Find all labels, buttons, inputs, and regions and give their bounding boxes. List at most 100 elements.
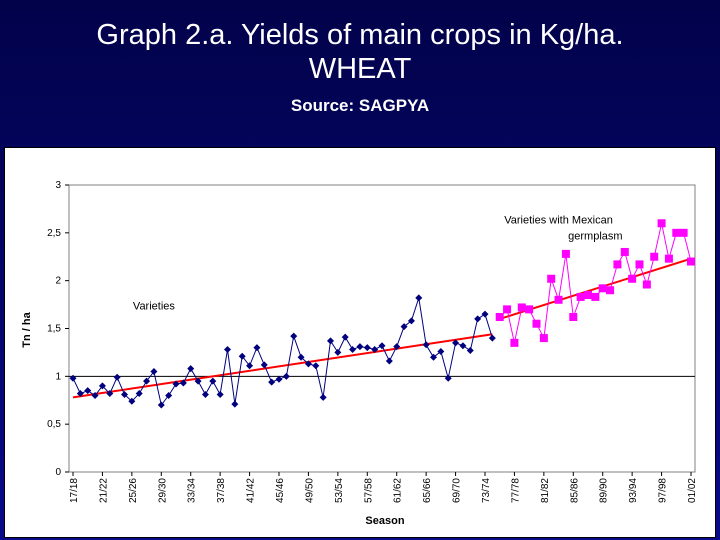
slide-source: Source: SAGPYA <box>290 96 430 115</box>
data-point-mexican <box>672 228 681 237</box>
data-point-mexican <box>628 274 637 283</box>
x-tick-label: 45/46 <box>275 478 286 503</box>
data-point-varieties <box>172 380 180 388</box>
data-point-mexican <box>606 286 615 295</box>
data-point-varieties <box>260 361 268 369</box>
data-point-varieties <box>444 374 452 382</box>
data-point-varieties <box>407 317 415 325</box>
data-point-varieties <box>304 360 312 368</box>
x-tick-label: 33/34 <box>187 478 198 503</box>
data-point-mexican <box>517 303 526 312</box>
plot-area <box>68 184 696 473</box>
series-line-1 <box>72 297 493 407</box>
data-point-varieties <box>378 342 386 350</box>
x-tick-label: 29/30 <box>157 478 168 503</box>
x-tick-label: 53/54 <box>334 478 345 503</box>
chart-frame: 0 0,5 1 1,5 2 2,5 3 17/18 21/22 25/26 29/30 33/34 3… <box>4 147 716 538</box>
data-point-varieties <box>106 390 114 398</box>
data-point-varieties <box>297 353 305 361</box>
x-tick-label: 97/98 <box>658 478 669 503</box>
x-tick-label: 77/78 <box>510 478 521 503</box>
data-point-varieties <box>135 390 143 398</box>
x-tick-label: 49/50 <box>304 478 315 503</box>
data-point-mexican <box>547 274 556 283</box>
y-axis: 0 0,5 1 1,5 2 2,5 3 <box>47 180 69 478</box>
x-tick-label: 37/38 <box>216 478 227 503</box>
data-point-varieties <box>437 347 445 355</box>
data-point-varieties <box>474 315 482 323</box>
data-point-varieties <box>69 374 77 382</box>
data-point-varieties <box>194 377 202 385</box>
y-tick-label: 1,5 <box>47 324 61 335</box>
data-point-varieties <box>488 334 496 342</box>
data-point-mexican <box>539 334 548 343</box>
data-point-mexican <box>561 249 570 258</box>
data-point-varieties <box>481 310 489 318</box>
data-point-varieties <box>371 346 379 354</box>
slide-title: Graph 2.a. Yields of main crops in Kg/ha… <box>0 18 720 86</box>
data-point-varieties <box>268 378 276 386</box>
wheat-yield-chart: 0 0,5 1 1,5 2 2,5 3 17/18 21/22 25/26 29/30 33/34 3… <box>21 180 698 527</box>
data-point-mexican <box>620 247 629 256</box>
y-axis-title: Tn / ha <box>21 311 33 347</box>
data-point-varieties <box>209 377 217 385</box>
x-tick-label: 65/66 <box>422 478 433 503</box>
data-point-mexican <box>532 319 541 328</box>
data-point-varieties <box>201 391 209 399</box>
data-point-mexican <box>576 292 585 301</box>
data-point-varieties <box>128 397 136 405</box>
y-tick-label: 0 <box>55 467 61 478</box>
x-tick-label: 41/42 <box>246 478 257 503</box>
data-point-varieties <box>282 372 290 380</box>
data-point-varieties <box>452 339 460 347</box>
data-point-mexican <box>554 295 563 304</box>
annotation-label: Varieties <box>133 300 175 312</box>
data-point-mexican <box>642 280 651 289</box>
data-point-varieties <box>216 391 224 399</box>
x-tick-label: 81/82 <box>540 478 551 503</box>
annotation-label: germplasm <box>568 231 622 243</box>
data-point-varieties <box>224 346 231 354</box>
data-point-varieties <box>76 390 84 398</box>
data-point-varieties <box>246 362 254 370</box>
data-point-varieties <box>327 337 334 345</box>
x-tick-label: 21/22 <box>98 478 109 503</box>
data-point-mexican <box>657 219 666 228</box>
data-point-varieties <box>466 347 474 355</box>
data-point-varieties <box>179 379 187 387</box>
data-point-varieties <box>385 357 393 365</box>
data-point-mexican <box>687 257 695 266</box>
data-point-varieties <box>121 391 128 399</box>
data-point-varieties <box>400 323 408 331</box>
data-point-mexican <box>569 313 578 322</box>
x-tick-label: 89/90 <box>599 478 610 503</box>
data-point-mexican <box>613 260 622 269</box>
data-point-varieties <box>349 346 357 354</box>
x-axis: 17/18 21/22 25/26 29/30 33/34 37/38 41/42 45/46… <box>69 472 698 503</box>
x-tick-label: 25/26 <box>128 478 139 503</box>
x-tick-label: 17/18 <box>69 478 80 503</box>
data-point-varieties <box>150 368 158 376</box>
data-point-varieties <box>84 387 92 395</box>
data-point-varieties <box>275 375 283 383</box>
data-point-mexican <box>679 228 688 237</box>
annotations: Varieties Varieties with Mexican germplasm <box>133 214 623 312</box>
data-point-varieties <box>430 353 437 361</box>
data-point-varieties <box>312 362 320 370</box>
y-tick-label: 3 <box>55 180 61 191</box>
slide-title-line1: Graph 2.a. Yields of main crops in Kg/ha… <box>96 19 624 51</box>
data-point-varieties <box>187 365 195 373</box>
x-tick-label: 01/02 <box>687 478 698 503</box>
series-markers <box>69 219 695 409</box>
x-tick-label: 61/62 <box>393 478 404 503</box>
y-tick-label: 0,5 <box>47 419 61 430</box>
data-point-varieties <box>356 343 364 351</box>
data-point-varieties <box>334 348 342 356</box>
data-point-varieties <box>290 332 298 340</box>
data-point-mexican <box>525 305 534 314</box>
annotation-label: Varieties with Mexican <box>504 214 613 226</box>
data-point-varieties <box>238 352 246 360</box>
data-point-mexican <box>664 254 673 263</box>
data-point-mexican <box>495 313 504 322</box>
data-point-mexican <box>650 252 659 261</box>
